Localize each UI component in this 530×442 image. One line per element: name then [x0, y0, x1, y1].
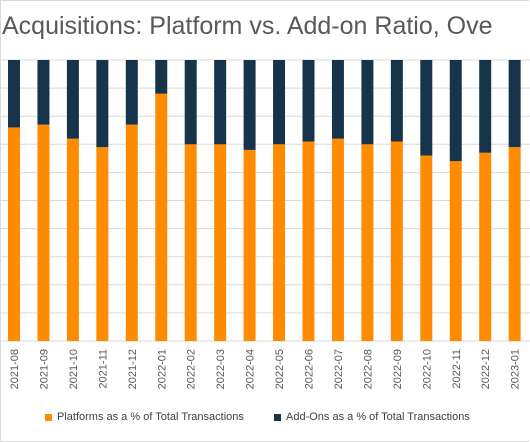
legend-item-addons: Add-Ons as a % of Total Transactions	[274, 409, 470, 425]
x-tick-label: 2022-02	[186, 349, 198, 389]
x-tick-label: 2022-07	[333, 349, 345, 389]
bar-addons	[125, 60, 138, 125]
bar-addons	[66, 60, 79, 139]
x-tick-label: 2022-06	[304, 349, 316, 389]
bar-addons	[361, 60, 374, 145]
bar-addons	[508, 60, 521, 148]
bar-platforms	[184, 144, 197, 341]
x-tick-label: 2022-01	[156, 349, 168, 389]
bar-addons	[184, 60, 197, 145]
bar-platforms	[66, 138, 79, 341]
x-tick-label: 2022-12	[480, 349, 492, 389]
x-tick-label: 2022-11	[451, 349, 463, 389]
bar-platforms	[155, 93, 168, 341]
x-tick-label: 2022-04	[245, 349, 257, 389]
bar-platforms	[273, 144, 286, 341]
bar-platforms	[420, 155, 433, 341]
bar-addons	[302, 60, 315, 142]
legend-label-platforms: Platforms as a % of Total Transactions	[57, 411, 244, 423]
x-tick-label: 2021-10	[68, 349, 80, 389]
bar-addons	[96, 60, 109, 148]
x-tick-label: 2022-10	[421, 349, 433, 389]
bar-addons	[331, 60, 344, 139]
x-tick-label: 2022-08	[362, 349, 374, 389]
legend-label-addons: Add-Ons as a % of Total Transactions	[286, 411, 470, 423]
bar-addons	[243, 60, 256, 150]
x-axis-labels: 2021-08 2021-09 2021-10 2021-11 2021-12 2022-…	[9, 349, 522, 389]
bar-platforms	[125, 124, 138, 341]
bar-platforms	[449, 161, 462, 341]
bars	[8, 60, 521, 341]
bar-addons	[390, 60, 403, 142]
x-tick-label: 2021-09	[38, 349, 50, 389]
bar-addons	[479, 60, 492, 153]
x-tick-label: 2023-01	[510, 349, 522, 389]
x-tick-label: 2022-05	[274, 349, 286, 389]
bar-addons	[420, 60, 433, 156]
x-tick-label: 2022-03	[215, 349, 227, 389]
bar-addons	[449, 60, 462, 162]
bar-platforms	[390, 141, 403, 341]
gridlines	[0, 59, 530, 342]
x-tick-label: 2021-11	[97, 349, 109, 389]
bar-platforms	[214, 144, 227, 341]
bar-addons	[214, 60, 227, 145]
bar-platforms	[361, 144, 374, 341]
bar-platforms	[37, 124, 50, 341]
legend-swatch-platforms	[45, 413, 52, 421]
bar-platforms	[8, 127, 20, 341]
bar-platforms	[302, 141, 315, 341]
chart-title: Acquisitions: Platform vs. Add-on Ratio,…	[2, 12, 493, 40]
bar-addons	[37, 60, 50, 125]
bar-platforms	[508, 147, 521, 341]
bar-platforms	[96, 147, 109, 341]
x-tick-label: 2021-12	[127, 349, 139, 389]
legend-swatch-addons	[274, 413, 281, 421]
bar-addons	[155, 60, 168, 94]
bar-addons	[273, 60, 286, 145]
bar-platforms	[243, 149, 256, 341]
bar-addons	[8, 60, 20, 128]
legend-item-platforms: Platforms as a % of Total Transactions	[45, 409, 244, 425]
bar-platforms	[331, 138, 344, 341]
x-tick-label: 2022-09	[392, 349, 404, 389]
x-tick-label: 2021-08	[9, 349, 21, 389]
bar-platforms	[479, 152, 492, 341]
